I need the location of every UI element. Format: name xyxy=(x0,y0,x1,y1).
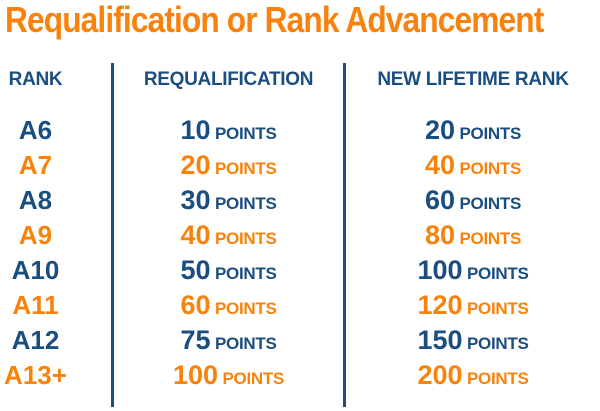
points-value: 60 xyxy=(180,290,211,320)
new-lifetime-points-cell: 40 POINTS xyxy=(346,148,600,183)
requalification-points-cell: 50 POINTS xyxy=(114,253,343,288)
points-unit-label: POINTS xyxy=(467,299,529,318)
requalification-points-cell: 60 POINTS xyxy=(114,288,343,323)
column-header-requalification: REQUALIFICATION xyxy=(143,69,314,90)
new-lifetime-points-cell: 100 POINTS xyxy=(346,253,600,288)
new-lifetime-points-cell: 20 POINTS xyxy=(346,113,600,148)
points-unit-label: POINTS xyxy=(459,194,522,213)
rank-cell: A6 xyxy=(18,115,53,145)
points-unit-label: POINTS xyxy=(467,369,529,388)
points-unit-label: POINTS xyxy=(215,159,277,178)
new-lifetime-points-cell: 200 POINTS xyxy=(346,358,600,393)
points-unit-label: POINTS xyxy=(467,264,529,283)
points-value: 80 xyxy=(425,220,456,250)
new-lifetime-cells: 20 POINTS 40 POINTS 60 POINTS 80 POINTS … xyxy=(346,113,600,393)
points-unit-label: POINTS xyxy=(215,264,277,283)
requalification-points-cell: 40 POINTS xyxy=(114,218,343,253)
points-unit-label: POINTS xyxy=(215,194,277,213)
points-unit-label: POINTS xyxy=(459,159,522,178)
points-value: 40 xyxy=(180,220,211,250)
column-requalification: REQUALIFICATION 10 POINTS 20 POINTS 30 P… xyxy=(111,63,346,407)
rank-cell: A11 xyxy=(12,290,59,320)
column-new-lifetime-rank: NEW LIFETIME RANK 20 POINTS 40 POINTS 60… xyxy=(346,63,600,407)
points-value: 20 xyxy=(425,115,456,145)
points-unit-label: POINTS xyxy=(215,299,277,318)
points-value: 120 xyxy=(417,290,463,320)
requalification-points-cell: 10 POINTS xyxy=(114,113,343,148)
column-rank: RANK A6 A7 A8 A9 A10 A11 A12 A13+ xyxy=(0,63,111,407)
rank-cell: A8 xyxy=(18,185,53,215)
points-value: 30 xyxy=(180,185,211,215)
rank-cell: A13+ xyxy=(4,360,67,390)
requalification-points-cell: 30 POINTS xyxy=(114,183,343,218)
page-title: Requalification or Rank Advancement xyxy=(5,0,544,40)
rank-cell: A10 xyxy=(11,255,60,285)
points-unit-label: POINTS xyxy=(459,124,522,143)
points-unit-label: POINTS xyxy=(459,229,522,248)
points-value: 20 xyxy=(180,150,211,180)
rank-cell: A12 xyxy=(11,325,60,355)
requalification-points-cell: 75 POINTS xyxy=(114,323,343,358)
points-unit-label: POINTS xyxy=(222,369,285,388)
points-unit-label: POINTS xyxy=(467,334,529,353)
points-value: 100 xyxy=(172,360,219,390)
new-lifetime-points-cell: 60 POINTS xyxy=(346,183,600,218)
column-header-new-lifetime-rank: NEW LIFETIME RANK xyxy=(377,69,569,90)
requalification-points-cell: 20 POINTS xyxy=(114,148,343,183)
points-value: 10 xyxy=(180,115,211,145)
points-value: 60 xyxy=(425,185,456,215)
points-value: 100 xyxy=(417,255,463,285)
requalification-points-cell: 100 POINTS xyxy=(114,358,343,393)
new-lifetime-points-cell: 80 POINTS xyxy=(346,218,600,253)
rank-table: RANK A6 A7 A8 A9 A10 A11 A12 A13+ REQUAL… xyxy=(0,63,600,407)
rank-cells: A6 A7 A8 A9 A10 A11 A12 A13+ xyxy=(0,113,111,393)
new-lifetime-points-cell: 150 POINTS xyxy=(346,323,600,358)
points-value: 75 xyxy=(180,325,211,355)
column-header-rank: RANK xyxy=(8,69,63,90)
points-unit-label: POINTS xyxy=(215,124,277,143)
points-unit-label: POINTS xyxy=(215,334,277,353)
points-value: 50 xyxy=(180,255,211,285)
new-lifetime-points-cell: 120 POINTS xyxy=(346,288,600,323)
requalification-cells: 10 POINTS 20 POINTS 30 POINTS 40 POINTS … xyxy=(114,113,343,393)
points-value: 40 xyxy=(425,150,456,180)
points-value: 150 xyxy=(417,325,463,355)
points-value: 200 xyxy=(417,360,463,390)
points-unit-label: POINTS xyxy=(215,229,277,248)
rank-cell: A7 xyxy=(18,150,53,180)
rank-cell: A9 xyxy=(18,220,53,250)
